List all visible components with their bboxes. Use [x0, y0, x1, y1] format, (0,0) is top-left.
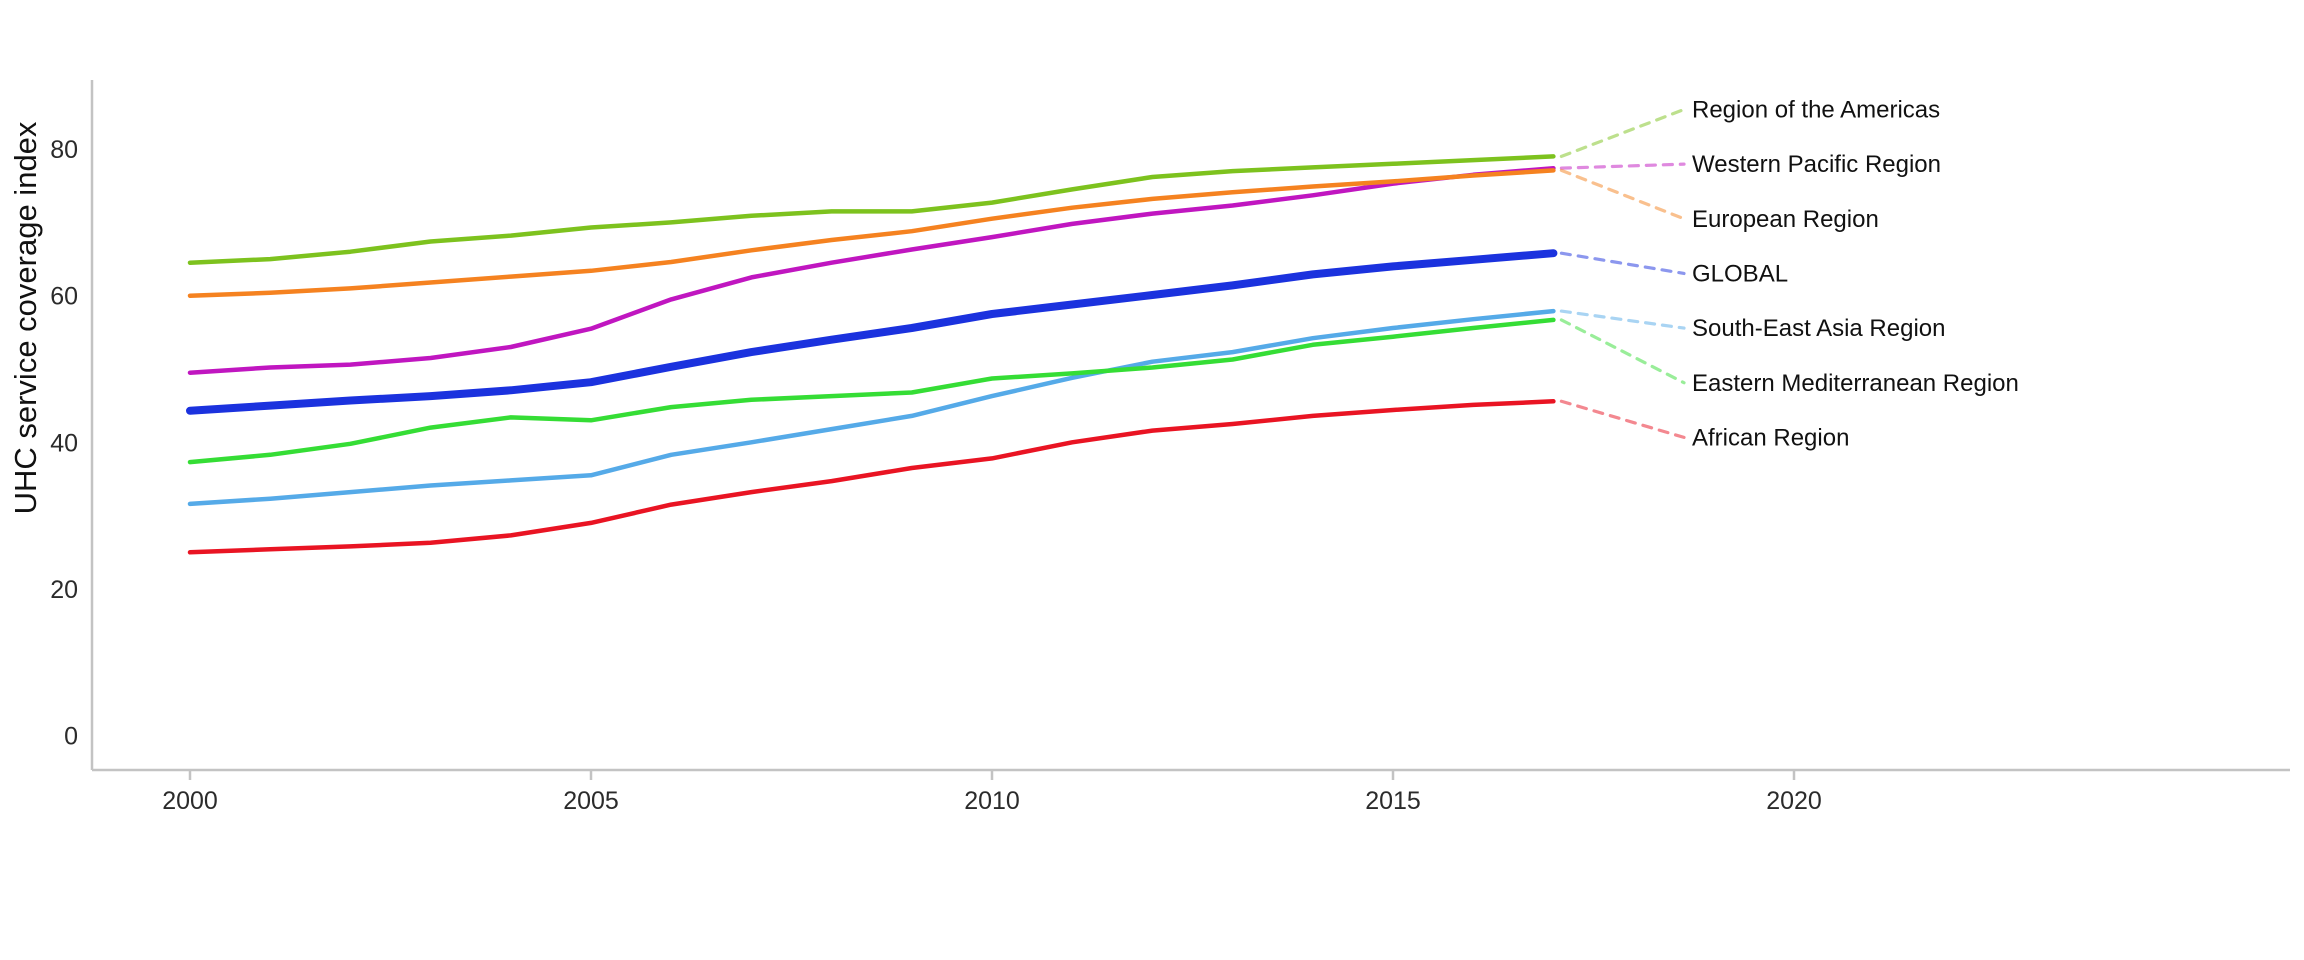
label-connector-region-of-the-americas	[1559, 107, 1686, 159]
series-line-region-of-the-americas	[187, 154, 1556, 265]
x-tick-label-2005: 2005	[563, 787, 619, 815]
x-tick-label-2015: 2015	[1365, 787, 1421, 815]
label-connector-african-region	[1559, 399, 1686, 439]
series-line-european-region	[187, 168, 1556, 298]
series-line-african-region	[187, 399, 1556, 555]
series-line-global	[186, 249, 1558, 415]
series-end-labels: Region of the Americas Western Pacific Re…	[1692, 97, 2019, 452]
y-tick-label-40: 40	[50, 429, 78, 457]
series-line-south-east-asia-region	[187, 308, 1556, 507]
series-label-eastern-mediterranean-region: Eastern Mediterranean Region	[1692, 370, 2019, 397]
y-tick-label-80: 80	[50, 136, 78, 164]
series-line-eastern-mediterranean-region	[187, 317, 1556, 465]
series-label-african-region: African Region	[1692, 424, 1849, 451]
x-tick-label-2020: 2020	[1766, 787, 1822, 815]
series-label-western-pacific-region: Western Pacific Region	[1692, 151, 1941, 178]
series-label-global: GLOBAL	[1692, 260, 1788, 287]
label-connector-south-east-asia-region	[1559, 309, 1686, 330]
axes	[90, 80, 2290, 780]
label-connector-eastern-mediterranean-region	[1559, 318, 1686, 385]
series-line-western-pacific-region	[187, 165, 1556, 375]
y-tick-label-20: 20	[50, 576, 78, 604]
x-tick-label-2000: 2000	[162, 787, 218, 815]
y-axis-title: UHC service coverage index	[8, 121, 43, 514]
x-tick-label-2010: 2010	[964, 787, 1020, 815]
label-connector-lines	[1559, 107, 1686, 439]
y-tick-label-60: 60	[50, 283, 78, 311]
series-label-european-region: European Region	[1692, 206, 1879, 233]
label-connector-european-region	[1559, 168, 1686, 221]
y-tick-label-0: 0	[64, 723, 78, 751]
series-lines	[186, 154, 1558, 555]
axis-tick-labels: 2000 2005 2010 2015 2020 0 20 40 60 80	[50, 136, 1822, 815]
series-label-region-of-the-americas: Region of the Americas	[1692, 97, 1940, 124]
label-connector-western-pacific-region	[1559, 162, 1686, 170]
series-label-south-east-asia-region: South-East Asia Region	[1692, 315, 1946, 342]
label-connector-global	[1559, 251, 1686, 276]
